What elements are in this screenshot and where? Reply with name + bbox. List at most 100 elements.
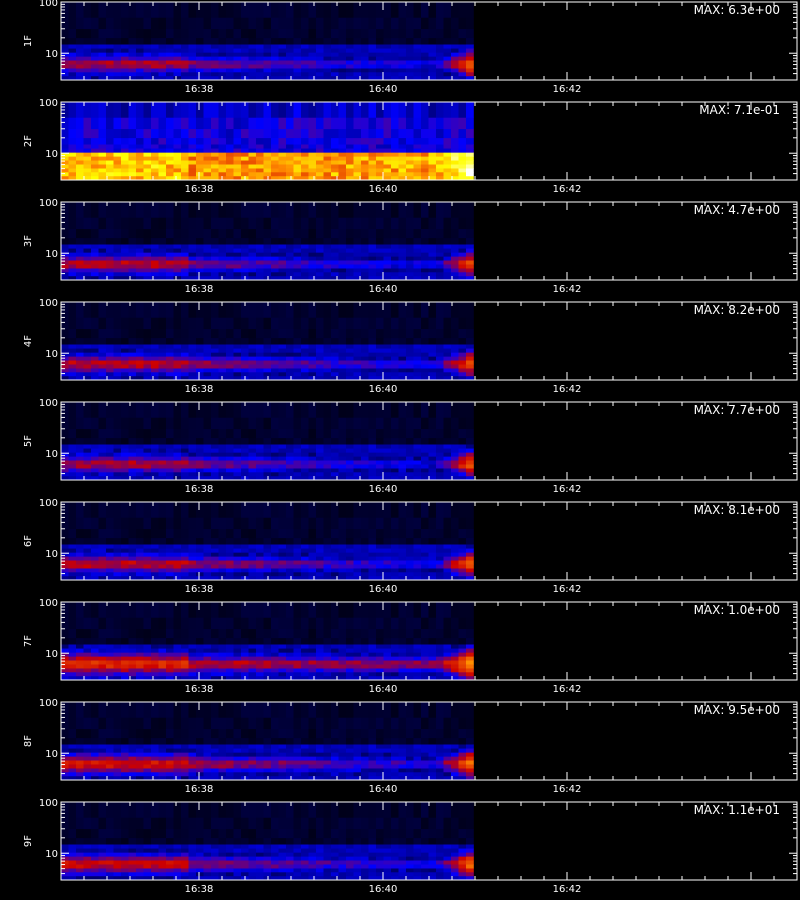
heatmap-cell: [466, 37, 474, 45]
heatmap-cell: [143, 102, 152, 118]
heatmap-cell: [271, 160, 279, 165]
heatmap-cell: [106, 344, 114, 349]
heatmap-cell: [211, 117, 219, 130]
heatmap-cell: [293, 352, 302, 357]
heatmap-cell: [293, 244, 302, 249]
heatmap-cell: [428, 28, 437, 39]
heatmap-cell: [428, 148, 437, 153]
heatmap-cell: [226, 375, 234, 381]
heatmap-cell: [436, 544, 444, 549]
heatmap-cell: [76, 60, 84, 65]
heatmap-cell: [458, 556, 467, 561]
heatmap-cell: [226, 117, 234, 130]
heatmap-cell: [196, 117, 204, 130]
heatmap-cell: [143, 17, 152, 30]
heatmap-cell: [421, 271, 429, 277]
heatmap-cell: [368, 264, 377, 269]
heatmap-cell: [181, 256, 189, 261]
heatmap-cell: [151, 348, 159, 353]
heatmap-cell: [346, 48, 354, 53]
heatmap-cell: [136, 256, 144, 261]
heatmap-cell: [166, 517, 174, 530]
heatmap-cell: [173, 460, 182, 465]
heatmap-cell: [263, 237, 272, 245]
heatmap-cell: [128, 28, 137, 39]
heatmap-cell: [286, 252, 294, 257]
heatmap-cell: [286, 356, 294, 361]
heatmap-cell: [166, 437, 174, 445]
heatmap-cell: [361, 168, 369, 173]
heatmap-cell: [241, 548, 249, 553]
heatmap-cell: [233, 171, 242, 177]
heatmap-cell: [458, 302, 467, 318]
heatmap-cell: [61, 48, 69, 53]
heatmap-cell: [338, 452, 347, 457]
heatmap-cell: [128, 571, 137, 577]
heatmap-cell: [151, 264, 159, 269]
heatmap-cell: [323, 364, 332, 369]
heatmap-cell: [211, 217, 219, 230]
heatmap-cell: [113, 417, 122, 430]
heatmap-cell: [83, 656, 92, 661]
heatmap-cell: [278, 275, 287, 281]
heatmap-cell: [316, 475, 324, 481]
heatmap-cell: [151, 271, 159, 277]
heatmap-cell: [106, 44, 114, 49]
heatmap-cell: [196, 452, 204, 457]
heatmap-cell: [391, 337, 399, 345]
heatmap-cell: [413, 256, 422, 261]
heatmap-cell: [188, 544, 197, 549]
heatmap-cell: [263, 171, 272, 177]
heatmap-cell: [61, 675, 69, 681]
heatmap-cell: [173, 152, 182, 157]
heatmap-cell: [256, 202, 264, 218]
heatmap-cell: [466, 175, 474, 181]
heatmap-cell: [286, 102, 294, 118]
heatmap-cell: [68, 137, 77, 145]
heatmap-cell: [106, 302, 114, 318]
heatmap-cell: [428, 52, 437, 57]
heatmap-cell: [331, 168, 339, 173]
heatmap-cell: [211, 271, 219, 277]
heatmap-cell: [181, 317, 189, 330]
heatmap-cell: [353, 368, 362, 373]
heatmap-cell: [263, 537, 272, 545]
heatmap-cell: [128, 428, 137, 439]
heatmap-cell: [331, 117, 339, 130]
heatmap-cell: [128, 548, 137, 553]
heatmap-cell: [113, 137, 122, 145]
heatmap-cell: [203, 256, 212, 261]
heatmap-cell: [338, 471, 347, 477]
heatmap-cell: [346, 348, 354, 353]
max-annotation: MAX: 6.3e+00: [694, 3, 780, 17]
heatmap-cell: [376, 317, 384, 330]
heatmap-cell: [83, 675, 92, 681]
heatmap-cell: [166, 302, 174, 318]
heatmap-cell: [136, 244, 144, 249]
heatmap-cell: [293, 152, 302, 157]
heatmap-cell: [406, 68, 414, 73]
heatmap-cell: [331, 152, 339, 157]
heatmap-cell: [128, 460, 137, 465]
heatmap-cell: [271, 152, 279, 157]
heatmap-cell: [196, 360, 204, 365]
heatmap-cell: [218, 60, 227, 65]
heatmap-cell: [361, 137, 369, 145]
heatmap-cell: [271, 102, 279, 118]
heatmap-cell: [278, 368, 287, 373]
heatmap-cell: [376, 517, 384, 530]
heatmap-cell: [203, 456, 212, 461]
heatmap-cell: [241, 244, 249, 249]
heatmap-cell: [406, 344, 414, 349]
heatmap-cell: [331, 317, 339, 330]
heatmap-cell: [458, 48, 467, 53]
heatmap-cell: [398, 537, 407, 545]
heatmap-cell: [121, 302, 129, 318]
heatmap-cell: [248, 48, 257, 53]
heatmap-cell: [338, 317, 347, 330]
heatmap-cell: [406, 144, 414, 149]
heatmap-cell: [136, 202, 144, 218]
heatmap-cell: [91, 364, 99, 369]
heatmap-cell: [308, 128, 317, 139]
heatmap-cell: [451, 360, 459, 365]
